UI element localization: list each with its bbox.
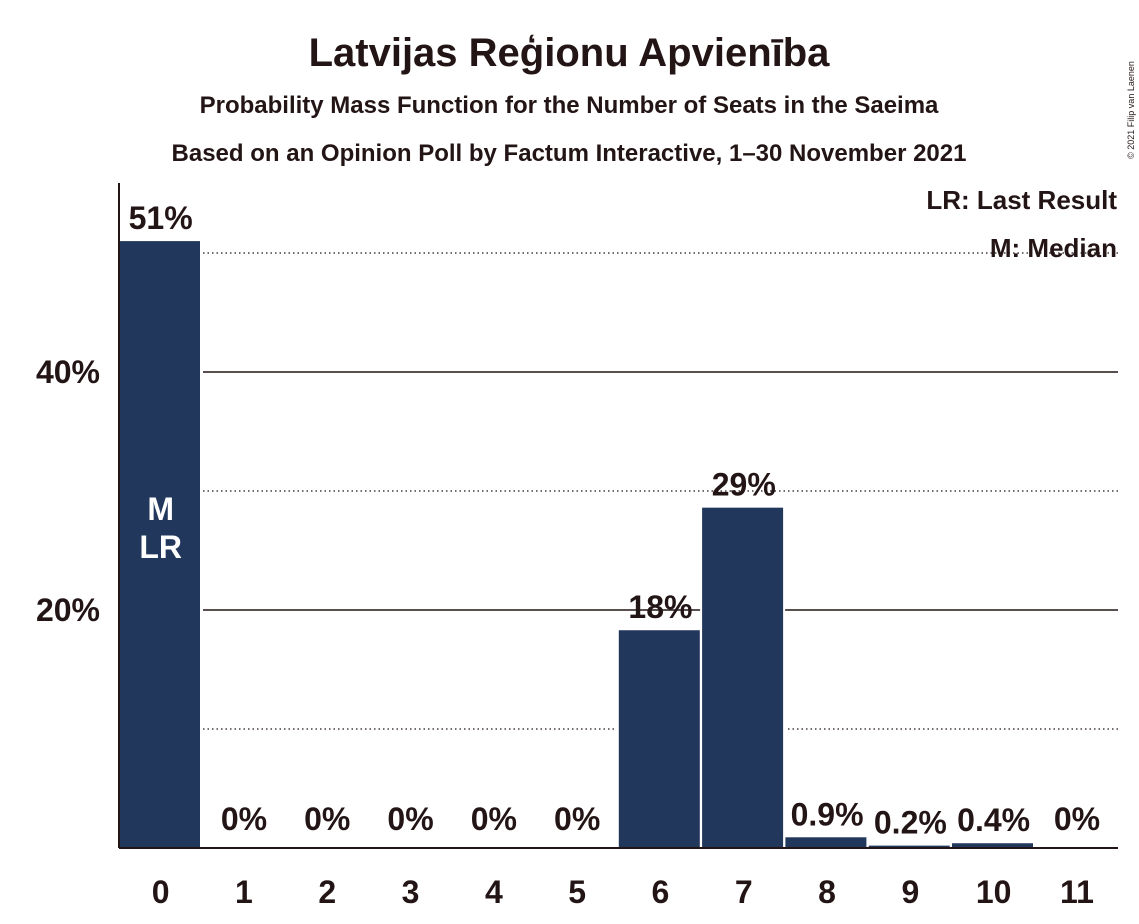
chart-subtitle: Probability Mass Function for the Number… [200, 92, 939, 119]
bar [618, 630, 700, 848]
gridlines [203, 252, 1118, 730]
bar [702, 507, 784, 848]
data-label: 0% [387, 801, 433, 837]
bars [117, 241, 1035, 849]
x-tick-label: 8 [818, 874, 836, 910]
data-label: 29% [712, 467, 776, 503]
chart-source: Based on an Opinion Poll by Factum Inter… [172, 140, 967, 167]
x-tick-label: 4 [485, 874, 503, 910]
x-tick-label: 9 [901, 874, 919, 910]
bar [868, 845, 950, 848]
x-tick-label: 10 [976, 874, 1012, 910]
axes: 20% 40% 0 1 2 3 4 5 6 7 8 9 10 11 [36, 183, 1118, 910]
data-label: 0% [221, 801, 267, 837]
data-label: 0% [554, 801, 600, 837]
x-tick-label: 11 [1060, 874, 1094, 910]
x-tick-label: 0 [152, 874, 170, 910]
y-tick-label: 20% [36, 592, 100, 628]
legend-last-result: LR: Last Result [926, 185, 1117, 215]
x-tick-label: 2 [318, 874, 336, 910]
data-label: 0.9% [791, 796, 864, 832]
x-tick-label: 3 [402, 874, 420, 910]
x-tick-label: 6 [652, 874, 670, 910]
data-label: 0% [1054, 801, 1100, 837]
median-marker: M [147, 491, 174, 527]
y-tick-label: 40% [36, 354, 100, 390]
bar [952, 843, 1033, 848]
legend-median: M: Median [990, 233, 1117, 263]
last-result-marker: LR [139, 529, 182, 565]
data-label: 0.4% [957, 802, 1030, 838]
x-tick-label: 1 [235, 874, 253, 910]
data-label: 0% [471, 801, 517, 837]
data-label: 0% [304, 801, 350, 837]
x-tick-label: 5 [568, 874, 586, 910]
chart-title: Latvijas Reģionu Apvienība [309, 31, 831, 75]
copyright-notice: © 2021 Filip van Laenen [1126, 61, 1136, 159]
bar [785, 837, 867, 848]
x-tick-label: 7 [735, 874, 753, 910]
data-labels: 51% MLR 0% 0% 0% 0% 0% 18% 29% 0.9% 0.2% 0.4% 0% [129, 200, 1100, 841]
data-label: 18% [628, 589, 692, 625]
data-label: 0.2% [874, 805, 947, 841]
data-label: 51% [129, 200, 193, 236]
bar [119, 241, 200, 849]
